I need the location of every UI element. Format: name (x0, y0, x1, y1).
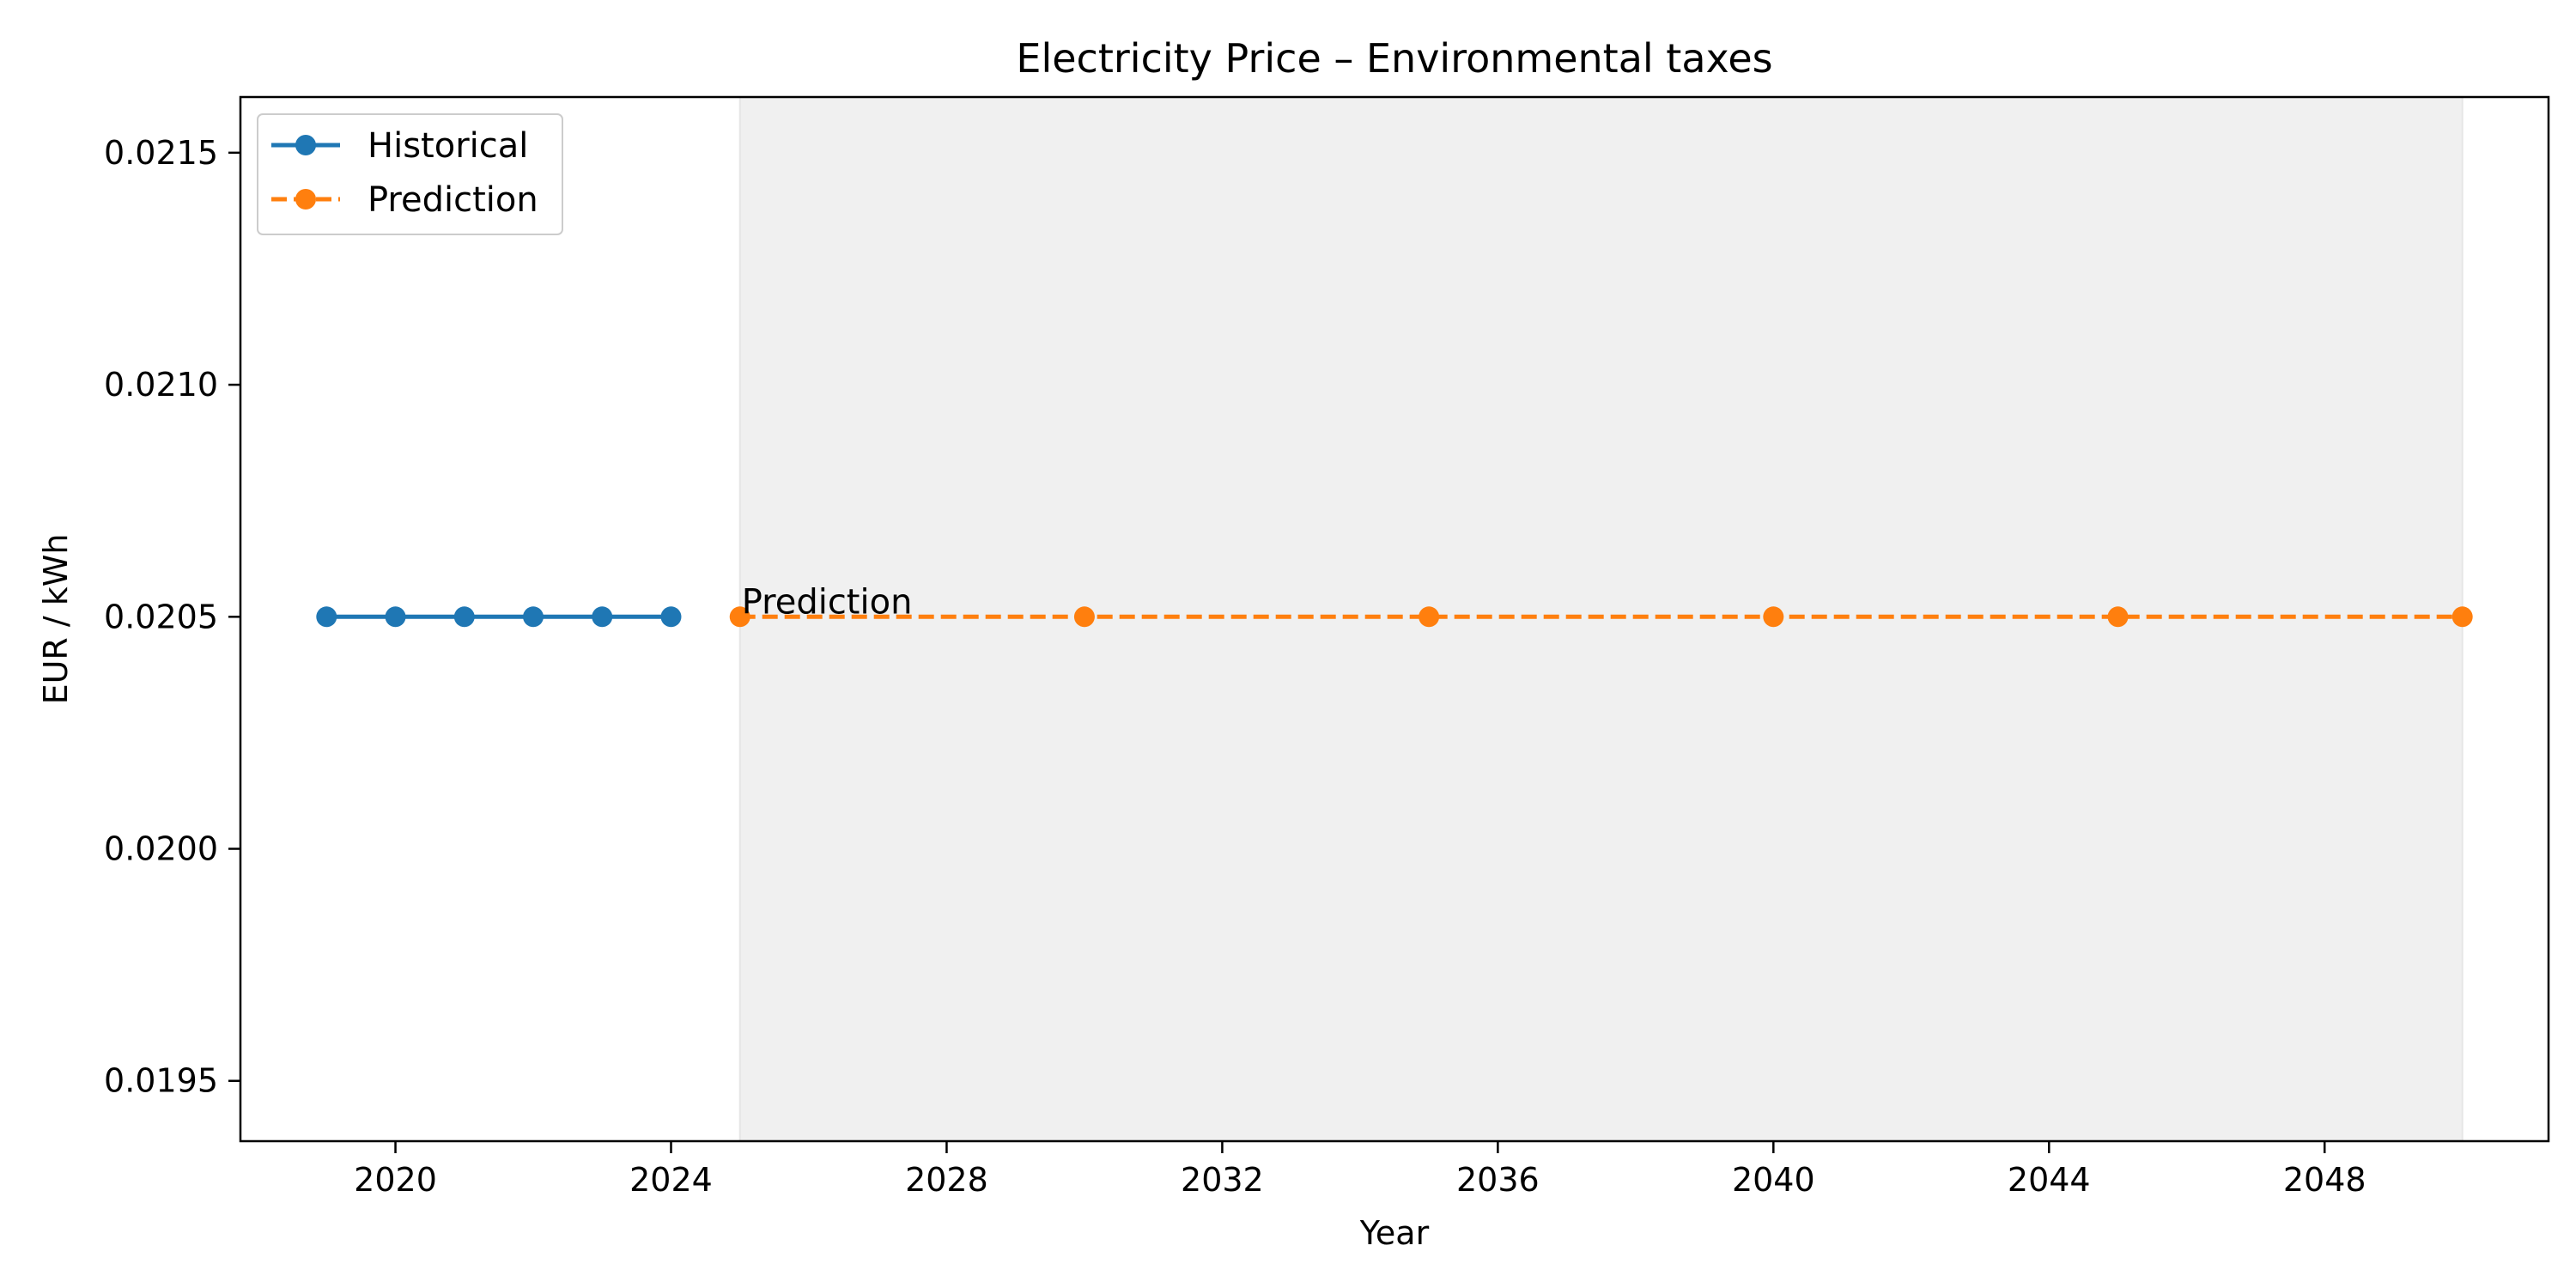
legend-item-prediction: Prediction (271, 180, 538, 220)
legend-item-historical: Historical (271, 126, 528, 166)
annotation-layer: Prediction (742, 582, 913, 622)
data-point-prediction (2107, 606, 2129, 628)
x-tick-label: 2028 (905, 1161, 988, 1199)
legend: Historical Prediction (257, 113, 563, 235)
y-tick-label: 0.0205 (104, 598, 218, 635)
data-point-historical (453, 606, 475, 628)
series-layer (316, 606, 2473, 628)
y-tick-label: 0.0215 (104, 134, 218, 172)
data-point-historical (385, 606, 406, 628)
prediction-region-layer (738, 97, 2464, 1141)
data-point-prediction (1419, 606, 1440, 628)
data-point-prediction (1763, 606, 1784, 628)
legend-label: Historical (368, 126, 528, 166)
y-tick-label: 0.0195 (104, 1062, 218, 1100)
x-tick-label: 2044 (2008, 1161, 2091, 1199)
y-tick-label: 0.0210 (104, 366, 218, 404)
x-axis-label: Year (1359, 1214, 1430, 1252)
data-point-prediction (729, 606, 750, 628)
plot-area-frame (239, 95, 2550, 1143)
prediction-region (739, 97, 2463, 1141)
x-tick-label: 2048 (2283, 1161, 2366, 1199)
legend-marker-historical (295, 135, 316, 155)
y-axis-label: EUR / kWh (37, 534, 75, 705)
x-axis-ticks: 2020 2024 2028 2032 2036 2040 2044 2048 (354, 1141, 2366, 1199)
x-tick-label: 2040 (1732, 1161, 1815, 1199)
data-point-historical (316, 606, 337, 628)
data-point-prediction (2451, 606, 2473, 628)
data-point-historical (592, 606, 613, 628)
data-point-historical (660, 606, 682, 628)
series-historical (316, 606, 682, 628)
annotation-text: Prediction (742, 582, 913, 622)
x-tick-label: 2036 (1456, 1161, 1540, 1199)
data-point-historical (523, 606, 544, 628)
y-tick-label: 0.0200 (104, 830, 218, 868)
y-axis-ticks: 0.0195 0.0200 0.0205 0.0210 0.0215 (104, 134, 240, 1100)
x-tick-label: 2032 (1181, 1161, 1264, 1199)
legend-marker-prediction (295, 189, 316, 210)
legend-label: Prediction (368, 180, 538, 220)
chart-title: Electricity Price – Environmental taxes (1016, 35, 1772, 82)
x-tick-label: 2020 (354, 1161, 437, 1199)
x-tick-label: 2024 (629, 1161, 713, 1199)
data-point-prediction (1073, 606, 1095, 628)
series-prediction (729, 606, 2473, 628)
